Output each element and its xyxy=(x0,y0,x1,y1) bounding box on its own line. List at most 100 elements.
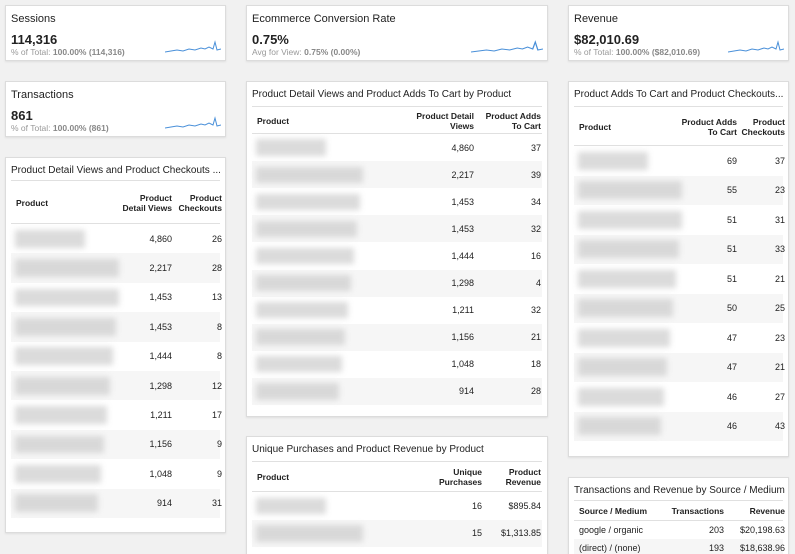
title-rule xyxy=(252,461,542,462)
title-rule xyxy=(11,180,220,181)
table-cell: 32 xyxy=(530,223,541,234)
table-cell: 31 xyxy=(211,498,222,509)
title-rule xyxy=(574,106,783,107)
table-title: Product Adds To Cart and Product Checkou… xyxy=(574,89,784,100)
table-cell: 47 xyxy=(726,362,737,373)
blurred-product xyxy=(578,299,673,318)
table-cell: 1,453 xyxy=(149,321,172,332)
scorecard-title: Sessions xyxy=(11,13,56,25)
blurred-product xyxy=(256,166,363,183)
blurred-product xyxy=(256,329,345,346)
scorecard-note: % of Total: 100.00% (114,316) xyxy=(11,47,125,57)
header-rule xyxy=(11,223,220,224)
table-cell: 1,298 xyxy=(451,278,474,289)
blurred-product xyxy=(15,347,113,366)
table-cell: 1,048 xyxy=(451,359,474,370)
table-cell: google / organic xyxy=(579,525,644,535)
blurred-product xyxy=(578,417,661,436)
note-label: Avg for View: xyxy=(252,47,302,57)
table-cell: 203 xyxy=(708,525,724,535)
blurred-product xyxy=(578,358,667,377)
table-title: Transactions and Revenue by Source / Med… xyxy=(574,485,785,496)
scorecard-note: % of Total: 100.00% ($82,010.69) xyxy=(574,47,700,57)
table-cell: 1,444 xyxy=(149,351,172,362)
title-rule xyxy=(252,106,542,107)
table-card: Product Detail Views and Product Checkou… xyxy=(5,157,226,533)
table-cell: 914 xyxy=(458,386,474,397)
table-cell: 43 xyxy=(774,421,785,432)
blurred-product xyxy=(256,220,357,237)
table-cell: 1,453 xyxy=(451,223,474,234)
table-cell: 1,156 xyxy=(149,439,172,450)
blurred-product xyxy=(578,269,676,288)
table-card: Product Adds To Cart and Product Checkou… xyxy=(568,81,789,457)
table-cell: 2,217 xyxy=(149,263,172,274)
table-cell: 4,860 xyxy=(149,233,172,244)
blurred-product xyxy=(256,497,326,514)
table-cell: 1,211 xyxy=(150,410,172,421)
table-cell: 914 xyxy=(156,498,172,509)
table-cell: 28 xyxy=(530,386,541,397)
sparkline xyxy=(728,40,784,53)
blurred-product xyxy=(15,318,116,336)
table-cell: $20,198.63 xyxy=(739,525,785,535)
column-header: Product Checkouts xyxy=(741,116,785,137)
header-rule xyxy=(574,520,783,521)
header-rule xyxy=(574,145,783,146)
table-cell: $1,313.85 xyxy=(500,528,541,539)
blurred-product xyxy=(15,288,119,307)
table-cell: (direct) / (none) xyxy=(579,543,641,553)
table-cell: $18,638.96 xyxy=(739,543,785,553)
table-cell: 39 xyxy=(530,169,541,180)
blurred-product xyxy=(256,193,360,210)
table-cell: 8 xyxy=(216,351,222,362)
table-cell: 26 xyxy=(211,233,222,244)
table-cell: 1,298 xyxy=(149,380,172,391)
column-header: Product xyxy=(257,115,290,126)
column-header: Product Revenue xyxy=(505,467,541,487)
table-cell: $895.84 xyxy=(508,500,541,511)
table-cell: 46 xyxy=(726,421,737,432)
title-rule xyxy=(574,500,783,501)
blurred-product xyxy=(15,229,85,248)
note-value: 100.00% ($82,010.69) xyxy=(615,47,701,57)
scorecard-title: Transactions xyxy=(11,89,74,101)
table-cell: 51 xyxy=(726,273,737,284)
column-header: Transactions xyxy=(671,506,724,516)
table-cell: 4,860 xyxy=(451,142,474,153)
scorecard-value: 0.75% xyxy=(252,32,289,47)
blurred-product xyxy=(256,247,354,265)
header-rule xyxy=(252,491,542,492)
scorecard: Transactions 861% of Total: 100.00% (861) xyxy=(5,81,226,137)
column-header: Product Detail Views xyxy=(122,192,172,213)
table-cell: 37 xyxy=(530,142,541,153)
table-cell: 25 xyxy=(774,303,785,314)
note-value: 100.00% (114,316) xyxy=(52,47,125,57)
column-header: Product Detail Views xyxy=(416,110,474,131)
table-cell: 47 xyxy=(726,332,737,343)
note-label: % of Total: xyxy=(11,123,51,133)
scorecard: Ecommerce Conversion Rate 0.75% Avg for Vi… xyxy=(246,5,548,61)
table-card: Unique Purchases and Product Revenue by … xyxy=(246,436,548,554)
blurred-product xyxy=(15,435,104,454)
table-cell: 46 xyxy=(726,391,737,402)
scorecard-title: Revenue xyxy=(574,13,619,25)
table-cell: 1,444 xyxy=(451,250,474,261)
table-cell: 1,453 xyxy=(451,196,474,207)
table-cell: 27 xyxy=(774,391,785,402)
blurred-product xyxy=(256,383,339,400)
blurred-product xyxy=(256,302,348,319)
header-rule xyxy=(252,133,542,134)
table-cell: 4 xyxy=(535,278,541,289)
table-cell: 51 xyxy=(726,244,737,255)
sparkline xyxy=(165,116,221,129)
table-cell: 21 xyxy=(530,332,541,343)
column-header: Product xyxy=(257,472,290,482)
table-cell: 8 xyxy=(216,321,222,332)
note-value: 100.00% (861) xyxy=(52,123,109,133)
table-cell: 28 xyxy=(211,263,222,274)
table-cell: 9 xyxy=(216,468,222,479)
blurred-product xyxy=(15,259,119,277)
sparkline xyxy=(471,40,543,53)
